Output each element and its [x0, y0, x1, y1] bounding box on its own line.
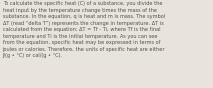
Text: To calculate the specific heat (C) of a substance, you divide the
heat input by : To calculate the specific heat (C) of a … — [3, 1, 165, 59]
